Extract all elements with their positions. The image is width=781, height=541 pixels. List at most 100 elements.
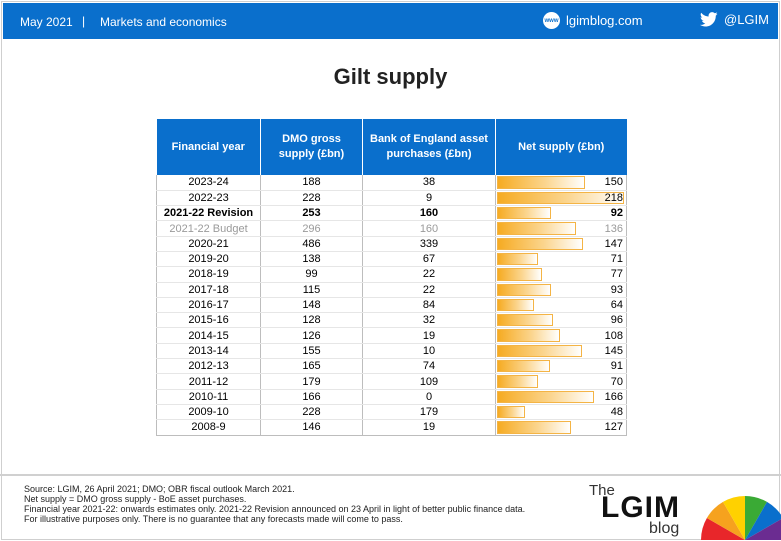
net-supply-value: 150 [604,176,623,189]
header-category: Markets and economics [100,15,227,29]
net-supply-value: 145 [604,344,623,357]
net-supply-bar [497,405,526,419]
cell-financial-year: 2014-15 [156,327,261,344]
net-supply-bar [497,344,582,358]
cell-financial-year: 2008-9 [156,419,261,436]
cell-dmo-gross-supply: 188 [260,175,363,191]
footnote-financial-year: Financial year 2021-22: onwards estimate… [24,504,526,514]
cell-dmo-gross-supply: 146 [260,419,363,436]
cell-dmo-gross-supply: 228 [260,404,363,421]
cell-boe-asset-purchases: 160 [362,220,496,237]
cell-financial-year: 2018-19 [156,266,261,283]
table-row: 2018-19 99 22 77 [156,266,627,283]
net-supply-bar [497,390,594,403]
net-supply-bar [497,283,552,296]
cell-financial-year: 2022-23 [156,190,261,207]
table-row: 2021-22 Revision 253 160 92 [156,205,627,222]
umbrella-segment [701,518,745,540]
cell-boe-asset-purchases: 84 [362,297,496,314]
table-row: 2021-22 Budget 296 160 136 [156,220,627,237]
net-supply-value: 91 [610,360,623,373]
net-supply-bar [497,252,539,266]
net-supply-value: 108 [604,329,623,342]
table-row: 2014-15 126 19 108 [156,327,627,344]
cell-financial-year: 2011-12 [156,373,261,390]
net-supply-bar [497,360,551,373]
cell-net-supply: 108 [495,327,627,344]
umbrella-segment [745,496,767,540]
cell-boe-asset-purchases: 38 [362,175,496,191]
table-row: 2012-13 165 74 91 [156,358,627,375]
umbrella-segment [706,501,745,540]
cell-dmo-gross-supply: 296 [260,220,363,237]
table-row: 2017-18 115 22 93 [156,282,627,298]
cell-net-supply: 96 [495,312,627,329]
footnote-source: Source: LGIM, 26 April 2021; DMO; OBR fi… [24,484,295,494]
net-supply-bar [497,329,561,342]
footnote-net-supply: Net supply = DMO gross supply - BoE asse… [24,494,247,504]
cell-net-supply: 218 [495,190,627,207]
net-supply-value: 70 [610,375,623,388]
col-header-boe-asset-purchases: Bank of England asset purchases (£bn) [362,119,496,175]
table-row: 2010-11 166 0 166 [156,389,627,405]
net-supply-value: 136 [604,222,623,235]
header-separator: | [82,14,86,28]
cell-financial-year: 2016-17 [156,297,261,314]
page-title: Gilt supply [333,64,448,89]
cell-financial-year: 2012-13 [156,358,261,375]
cell-financial-year: 2010-11 [156,389,261,405]
net-supply-value: 166 [604,390,623,403]
header-twitter-link[interactable]: @LGIM [700,12,769,27]
logo-blog: blog [649,520,680,537]
header-date: May 2021 [20,15,73,29]
net-supply-bar [497,207,551,220]
cell-boe-asset-purchases: 0 [362,389,496,405]
cell-boe-asset-purchases: 339 [362,236,496,252]
cell-net-supply: 145 [495,343,627,360]
cell-boe-asset-purchases: 160 [362,205,496,222]
cell-net-supply: 93 [495,282,627,298]
cell-boe-asset-purchases: 10 [362,343,496,360]
cell-financial-year: 2020-21 [156,236,261,252]
net-supply-value: 218 [604,191,623,204]
table-body: 2023-24 188 38 150 2022-23 228 9 218 2021-22 Rev… [156,175,627,436]
umbrella-segment [745,501,781,540]
table-header-row: Financial year DMO gross supply (£bn) Ba… [156,119,627,175]
net-supply-value: 93 [610,283,623,296]
cell-net-supply: 136 [495,220,627,237]
net-supply-value: 64 [610,299,623,312]
table-row: 2009-10 228 179 48 [156,404,627,421]
col-header-net-supply: Net supply (£bn) [495,119,627,175]
header-site-link[interactable]: www lgimblog.com [543,12,643,29]
cell-financial-year: 2021-22 Budget [156,220,261,237]
cell-net-supply: 150 [495,175,627,191]
footnote-disclaimer: For illustrative purposes only. There is… [24,514,403,524]
cell-financial-year: 2015-16 [156,312,261,329]
col-header-dmo-gross-supply: DMO gross supply (£bn) [260,119,363,175]
net-supply-bar [497,176,585,189]
cell-boe-asset-purchases: 19 [362,419,496,436]
net-supply-value: 127 [604,421,623,434]
cell-dmo-gross-supply: 228 [260,190,363,207]
net-supply-bar [497,298,535,312]
cell-financial-year: 2019-20 [156,251,261,268]
cell-financial-year: 2021-22 Revision [156,205,261,222]
logo-name: LGIM [601,491,680,524]
net-supply-value: 92 [610,207,623,220]
header-twitter-label: @LGIM [724,12,769,27]
cell-boe-asset-purchases: 179 [362,404,496,421]
cell-financial-year: 2009-10 [156,404,261,421]
cell-boe-asset-purchases: 74 [362,358,496,375]
net-supply-value: 147 [604,237,623,250]
table-row: 2020-21 486 339 147 [156,236,627,252]
cell-dmo-gross-supply: 486 [260,236,363,252]
cell-net-supply: 147 [495,236,627,252]
cell-boe-asset-purchases: 109 [362,373,496,390]
header-site-label: lgimblog.com [566,13,643,28]
net-supply-bar [497,191,625,205]
cell-net-supply: 77 [495,266,627,283]
net-supply-bar [497,421,572,434]
cell-dmo-gross-supply: 165 [260,358,363,375]
table-row: 2011-12 179 109 70 [156,373,627,390]
net-supply-value: 96 [610,314,623,327]
